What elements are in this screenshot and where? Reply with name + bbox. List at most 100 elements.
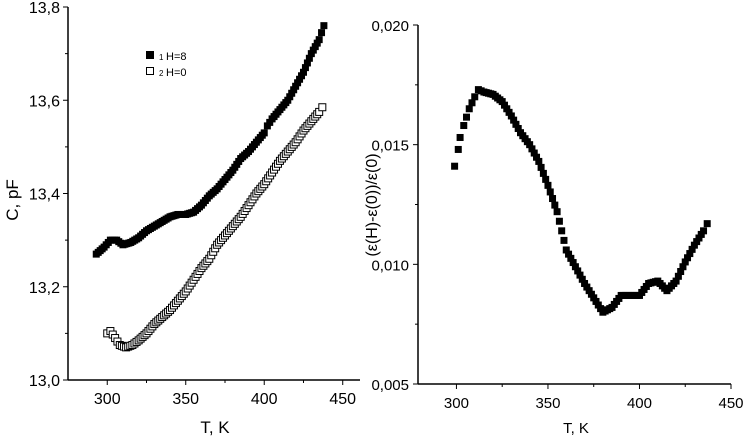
data-point [571, 263, 579, 271]
data-point [456, 133, 464, 141]
data-point-interpolated [318, 29, 326, 37]
y-tick-label: 13,4 [29, 187, 60, 204]
data-point [535, 157, 543, 165]
data-point-interpolated [512, 120, 520, 128]
data-point [562, 246, 570, 254]
data-point-interpolated [574, 267, 582, 275]
legend: 1 H=8 2 H=0 [146, 51, 187, 79]
x-tick-label: 450 [718, 395, 743, 412]
data-point-interpolated [533, 153, 541, 161]
data-point [690, 241, 698, 249]
legend-marker-filled-square [146, 51, 154, 59]
data-point-interpolated [505, 108, 513, 116]
data-point [454, 145, 462, 153]
x-axis-label: T, K [563, 420, 589, 437]
y-tick-label: 13,0 [29, 373, 60, 390]
y-tick-label: 0,020 [371, 18, 409, 35]
data-point-interpolated [597, 305, 605, 313]
data-point-interpolated [301, 64, 309, 72]
data-point [703, 220, 711, 228]
data-point-interpolated [695, 234, 703, 242]
data-point-interpolated [677, 268, 685, 276]
data-point-interpolated [542, 175, 550, 183]
data-point-interpolated [592, 297, 600, 305]
data-point-interpolated [305, 54, 313, 62]
x-tick-label: 300 [444, 395, 469, 412]
data-point-interpolated [560, 236, 568, 244]
x-tick-label: 350 [172, 391, 199, 408]
data-point [590, 294, 598, 302]
data-point-interpolated [463, 113, 471, 121]
data-point-interpolated [500, 101, 508, 109]
data-point-interpolated [558, 227, 566, 235]
data-point [672, 277, 680, 285]
legend-label: H=0 [166, 67, 187, 79]
data-point-interpolated [569, 259, 577, 267]
y-tick-label: 0,005 [371, 377, 409, 394]
data-point-interpolated [693, 238, 701, 246]
data-point-interpolated [684, 254, 692, 262]
data-point [320, 22, 328, 30]
data-point-interpolated [688, 245, 696, 253]
legend-number: 2 [159, 69, 164, 78]
data-point-interpolated [686, 250, 694, 258]
data-point-interpolated [528, 145, 536, 153]
data-point-interpolated [537, 163, 545, 171]
y-tick-label: 0,015 [371, 138, 409, 155]
data-point-interpolated [679, 263, 687, 271]
data-point-interpolated [510, 116, 518, 124]
x-tick-label: 450 [329, 391, 356, 408]
data-point-interpolated [585, 287, 593, 295]
data-point-interpolated [674, 272, 682, 280]
data-point [581, 279, 589, 287]
data-point [507, 112, 515, 120]
legend-number: 1 [159, 53, 164, 62]
data-point-interpolated [303, 59, 311, 67]
x-tick-label: 400 [627, 395, 652, 412]
y-tick-label: 13,2 [29, 280, 60, 297]
data-point-interpolated [578, 275, 586, 283]
capacitance-plot: C, pF T, K 1 H=8 2 H=0 300 350 400 450 13,0 1… [3, 0, 360, 437]
data-point-interpolated [583, 283, 591, 291]
data-point-interpolated [530, 149, 538, 157]
x-tick-label: 400 [251, 391, 278, 408]
data-point-interpolated [514, 125, 522, 133]
y-tick-label: 13,8 [29, 0, 60, 17]
legend-marker-open-square [146, 67, 154, 75]
y-tick-label: 0,010 [371, 257, 409, 274]
data-point [700, 227, 708, 235]
x-tick-label: 350 [535, 395, 560, 412]
data-point [681, 258, 689, 266]
data-point-interpolated [549, 195, 557, 203]
data-point [315, 36, 323, 44]
data-point [451, 162, 459, 170]
data-point [460, 122, 468, 130]
data-point-interpolated [576, 271, 584, 279]
y-axis-label: (ε(H)-ε(0))/ε(0) [364, 153, 381, 256]
data-point [498, 98, 506, 106]
x-tick-label: 300 [94, 391, 121, 408]
data-point-interpolated [539, 169, 547, 177]
data-point [318, 103, 327, 112]
y-axis-label: C, pF [3, 179, 22, 221]
data-point-interpolated [567, 254, 575, 262]
data-point [553, 208, 561, 216]
data-point [544, 181, 552, 189]
relative-permittivity-plot: (ε(H)-ε(0))/ε(0) T, K 300 350 400 450 0,005 0… [364, 18, 744, 437]
data-point-interpolated [587, 290, 595, 298]
data-point [465, 105, 473, 113]
data-point-interpolated [468, 99, 476, 107]
data-point-interpolated [546, 188, 554, 196]
x-axis-label: T, K [200, 418, 230, 437]
y-tick-label: 13,6 [29, 93, 60, 110]
data-point-interpolated [555, 217, 563, 225]
data-point-interpolated [565, 250, 573, 258]
data-point-interpolated [503, 105, 511, 113]
data-point-interpolated [551, 201, 559, 209]
legend-label: H=8 [166, 51, 187, 63]
data-point [526, 141, 534, 149]
data-point [299, 68, 307, 76]
data-point [471, 93, 479, 101]
data-point [260, 129, 268, 137]
